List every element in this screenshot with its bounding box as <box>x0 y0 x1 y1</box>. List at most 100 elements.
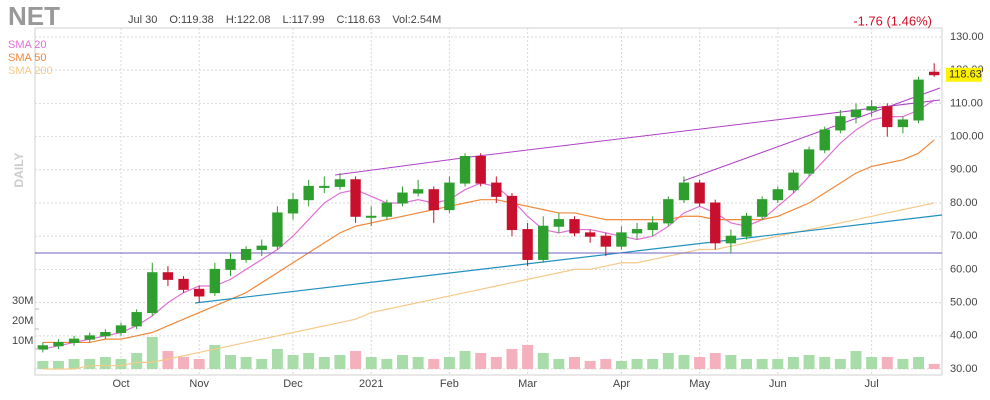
volume-bar <box>350 351 362 369</box>
volume-tick-label: 20M <box>12 315 33 327</box>
volume-bar <box>709 353 721 369</box>
volume-bar <box>303 353 315 369</box>
volume-bar <box>146 337 158 369</box>
candle-body <box>772 189 783 201</box>
x-tick-label: Feb <box>440 378 459 390</box>
volume-bar <box>600 359 612 369</box>
volume-bar <box>850 351 862 369</box>
volume-bar <box>772 359 784 369</box>
x-tick-label: Jun <box>769 378 787 390</box>
candle-body <box>287 199 299 214</box>
axes: 30.00 40.00 50.00 60.00 70.00 80.00 90.00 100.0… <box>12 31 984 390</box>
candle-body <box>584 232 596 237</box>
candle-body <box>475 156 486 184</box>
y-tick-label: 90.00 <box>950 164 978 176</box>
volume-bar <box>271 349 283 369</box>
volume-bar <box>115 359 127 369</box>
volume-bar <box>225 355 236 369</box>
candle-body <box>225 258 236 270</box>
sma-layer <box>42 99 935 370</box>
candle-body <box>522 229 533 260</box>
volume-bar <box>240 357 252 369</box>
volume-bar <box>537 353 549 369</box>
volume-bar <box>193 359 205 369</box>
x-tick-label: Dec <box>283 378 303 390</box>
candle-body <box>803 149 815 174</box>
volume-bar <box>819 357 831 369</box>
sma-line <box>42 99 935 350</box>
candle-body <box>100 331 111 337</box>
candle-body <box>319 185 330 188</box>
candle-body <box>412 189 424 194</box>
volume-bar <box>68 359 80 369</box>
volume-bar <box>506 349 518 369</box>
x-tick-label: May <box>689 378 710 390</box>
candle-body <box>788 172 799 191</box>
sma-line <box>42 139 935 344</box>
candle-body <box>178 278 189 290</box>
candle-body <box>569 219 580 234</box>
x-tick-label: Nov <box>189 378 209 390</box>
candle-body <box>866 106 877 111</box>
candle-body <box>725 235 737 244</box>
price-change: -1.76 (1.46%) <box>853 13 932 28</box>
candle-body <box>68 338 80 343</box>
candle-body <box>459 156 471 184</box>
info-item: H:122.08 <box>226 14 271 26</box>
volume-bar <box>84 359 96 369</box>
candle-body <box>37 345 49 350</box>
volume-bar <box>381 359 393 369</box>
y-tick-label: 130.00 <box>950 31 984 43</box>
candle-body <box>553 219 565 227</box>
volume-tick-label: 10M <box>12 335 33 347</box>
x-tick-label: Oct <box>112 378 129 390</box>
volume-bar <box>490 357 502 369</box>
candle-body <box>710 202 721 244</box>
candle-body <box>616 232 627 247</box>
legend-label: SMA 20 <box>8 39 47 51</box>
volume-bar <box>881 357 893 369</box>
candle-body <box>84 335 95 340</box>
x-tick-label: Mar <box>518 378 537 390</box>
candle-body <box>240 248 252 260</box>
ticker: NET <box>8 1 60 31</box>
volume-bar <box>287 355 299 369</box>
y-tick-label: 40.00 <box>950 330 978 342</box>
candle-body <box>928 71 940 76</box>
candle-body <box>444 182 455 211</box>
last-price-label: 118.63 <box>949 69 982 81</box>
volume-bar <box>397 355 408 369</box>
candle-body <box>600 235 611 247</box>
volume-bar <box>428 359 440 369</box>
candle-body <box>115 325 127 333</box>
candle-body <box>835 116 846 131</box>
candle-body <box>850 109 862 118</box>
candle-body <box>882 106 893 128</box>
volume-tick-label: 30M <box>12 295 33 307</box>
plot-frame <box>34 27 943 376</box>
volume-bar <box>553 359 565 369</box>
trendline <box>469 99 941 158</box>
candle-body <box>678 182 690 201</box>
volume-bar <box>834 359 846 369</box>
volume-bar <box>725 355 737 369</box>
volume-bar <box>569 357 580 369</box>
candle-body <box>303 185 314 201</box>
info-item: L:117.99 <box>282 14 324 26</box>
volume-bar <box>615 361 627 369</box>
y-tick-label: 50.00 <box>950 297 978 309</box>
volume-bar <box>631 359 643 369</box>
info-item: Jul 30 <box>128 14 157 26</box>
volume-bar <box>318 357 330 369</box>
volume-bar <box>99 357 111 369</box>
x-tick-label: 2021 <box>359 378 383 390</box>
candle-body <box>913 79 924 121</box>
candle-body <box>209 268 221 294</box>
volume-bar <box>522 345 534 369</box>
candle-body <box>256 245 267 250</box>
x-tick-label: Apr <box>613 378 630 390</box>
candle-body <box>53 341 64 347</box>
volume-bar <box>694 357 706 369</box>
